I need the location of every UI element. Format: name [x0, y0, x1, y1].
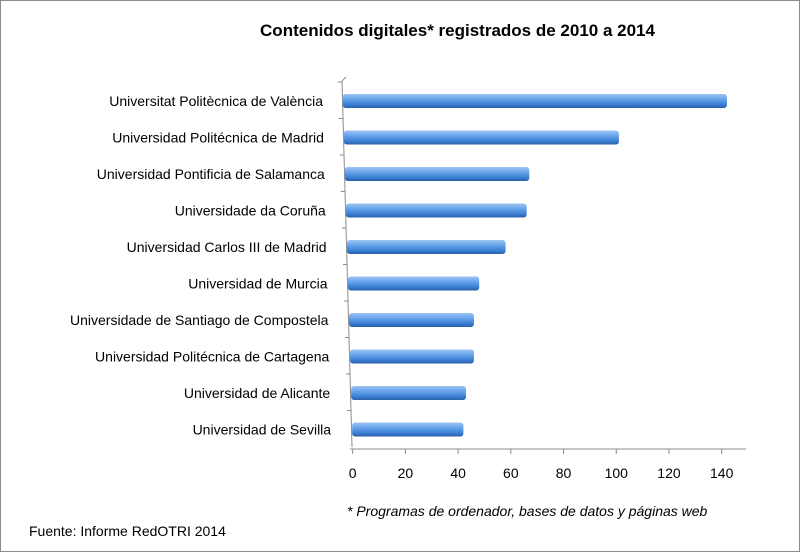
- category-label: Universidad Pontificia de Salamanca: [97, 166, 325, 182]
- x-tick-label: 0: [349, 465, 357, 481]
- x-tick-label: 140: [710, 465, 734, 481]
- bar: [346, 240, 506, 254]
- category-label: Universidade da Coruña: [175, 203, 326, 219]
- value-wall-top: [341, 76, 347, 82]
- bar: [342, 94, 727, 108]
- category-label: Universidad de Sevilla: [193, 422, 332, 438]
- category-label: Universidad de Murcia: [188, 276, 327, 292]
- chart-title: Contenidos digitales* registrados de 201…: [260, 21, 655, 40]
- x-tick-label: 40: [450, 465, 466, 481]
- bar: [343, 130, 619, 145]
- category-label: Universidad de Alicante: [184, 385, 331, 401]
- category-label: Universidad Carlos III de Madrid: [127, 239, 327, 255]
- bar: [349, 313, 474, 327]
- category-label: Universidade de Santiago de Compostela: [70, 312, 329, 328]
- bar: [350, 349, 474, 364]
- footnote: * Programas de ordenador, bases de datos…: [347, 503, 708, 519]
- x-tick-label: 100: [605, 465, 629, 481]
- category-label: Universidad Politécnica de Cartagena: [95, 349, 329, 365]
- category-label: Universidad Politécnica de Madrid: [112, 130, 324, 146]
- bar: [347, 276, 480, 291]
- category-label: Universitat Politècnica de València: [109, 93, 323, 109]
- bar: [351, 386, 467, 400]
- x-tick-label: 60: [503, 465, 519, 481]
- value-wall-line: [341, 80, 353, 448]
- x-tick-label: 80: [556, 465, 572, 481]
- x-tick-label: 20: [398, 465, 414, 481]
- x-tick-label: 120: [657, 465, 681, 481]
- bar: [344, 167, 530, 181]
- source-note: Fuente: Informe RedOTRI 2014: [29, 523, 226, 539]
- bar: [345, 203, 527, 218]
- bar: [352, 422, 464, 437]
